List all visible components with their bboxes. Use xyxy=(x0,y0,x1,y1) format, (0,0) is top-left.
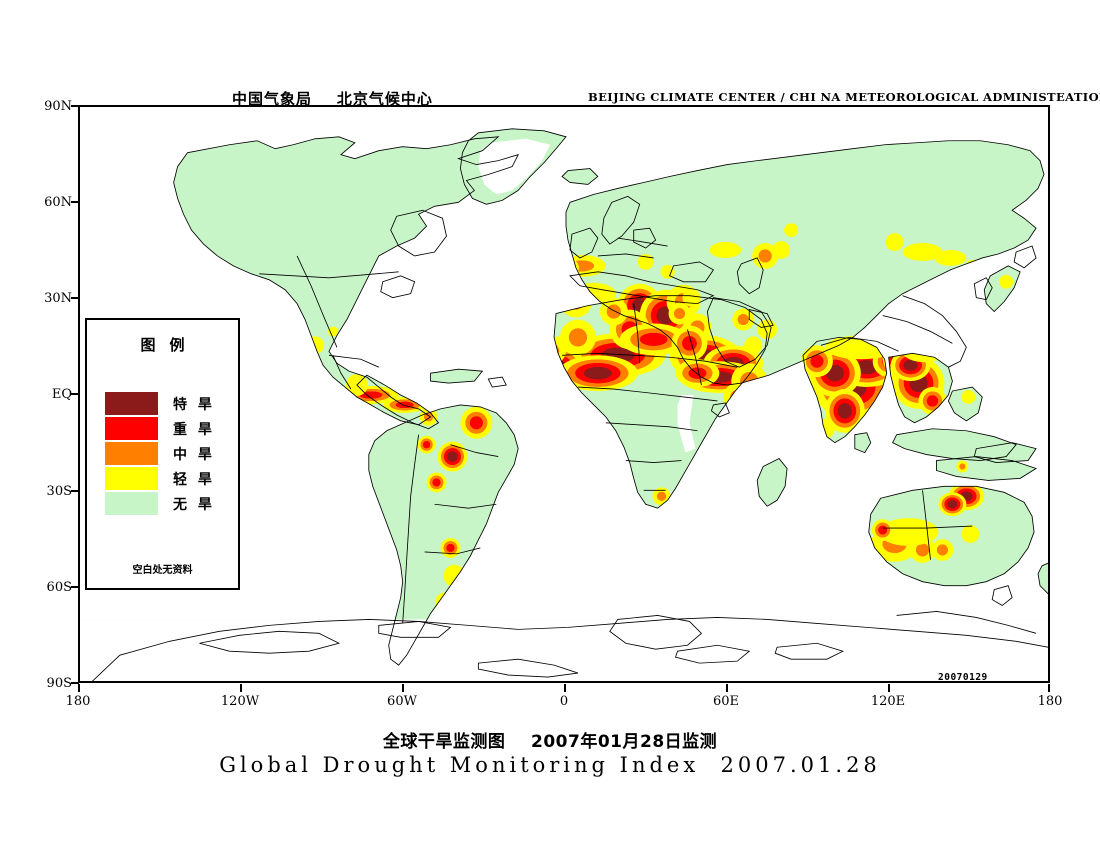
axis-label-lon-60e: 60E xyxy=(712,694,740,709)
tick-lat-60s xyxy=(71,586,79,588)
legend-label-none: 无 旱 xyxy=(173,497,215,513)
map-title-english: Global Drought Monitoring Index 2007.01.… xyxy=(219,753,881,777)
axis-label-lon-180e: 180 xyxy=(1037,694,1063,709)
axis-label-lat-30n: 30N xyxy=(44,291,72,306)
nodata-layer xyxy=(478,138,696,453)
tick-lon-120w xyxy=(240,684,242,692)
tick-lon-180e xyxy=(1048,684,1050,692)
legend-label-severe: 重 旱 xyxy=(173,422,215,438)
axis-label-lat-90n: 90N xyxy=(44,99,72,114)
legend-nodata-note: 空白处无资料 xyxy=(132,565,193,576)
legend-swatch-light xyxy=(105,467,158,490)
tick-lat-30s xyxy=(71,490,79,492)
axis-label-lon-0: 0 xyxy=(559,694,569,709)
axis-label-lat-30s: 30S xyxy=(46,484,72,499)
axis-label-lat-eq: EQ xyxy=(51,387,72,402)
legend-swatch-severe xyxy=(105,417,158,440)
legend-label-extreme: 特 旱 xyxy=(173,397,215,413)
tick-lat-30n xyxy=(71,297,79,299)
axis-label-lat-90s: 90S xyxy=(46,676,72,691)
axis-label-lon-120w: 120W xyxy=(220,694,260,709)
legend-swatch-none xyxy=(105,492,158,515)
axis-label-lat-60s: 60S xyxy=(46,580,72,595)
world-drought-heatmap xyxy=(80,107,1048,681)
tick-lat-90n xyxy=(71,105,79,107)
tick-lat-60n xyxy=(71,201,79,203)
legend-swatch-extreme xyxy=(105,392,158,415)
legend-title: 图例 xyxy=(140,336,199,354)
map-plot-area xyxy=(78,105,1050,683)
tick-lon-180w xyxy=(78,684,80,692)
axis-label-lon-60w: 60W xyxy=(387,694,417,709)
date-stamp: 20070129 xyxy=(938,672,988,683)
map-legend: 图例 特 旱 重 旱 中 旱 轻 旱 无 旱 空白处无资料 xyxy=(85,318,240,590)
tick-lat-90s xyxy=(71,682,79,684)
axis-label-lon-120e: 120E xyxy=(870,694,906,709)
tick-lon-120e xyxy=(888,684,890,692)
header-agency-english: BEIJING CLIMATE CENTER / CHI NA METEOROL… xyxy=(588,90,1100,104)
legend-swatch-moderate xyxy=(105,442,158,465)
tick-lon-60e xyxy=(726,684,728,692)
axis-label-lon-180w: 180 xyxy=(65,694,91,709)
axis-label-lat-60n: 60N xyxy=(44,195,72,210)
coastline-layer xyxy=(91,128,1048,681)
map-title-chinese: 全球干旱监测图 2007年01月28日监测 xyxy=(382,732,718,752)
header-agency-chinese: 中国气象局 北京气候中心 xyxy=(232,90,433,108)
tick-lat-eq xyxy=(71,393,79,395)
tick-lon-60w xyxy=(402,684,404,692)
tick-lon-0 xyxy=(564,684,566,692)
legend-label-light: 轻 旱 xyxy=(173,472,215,488)
legend-label-moderate: 中 旱 xyxy=(173,447,215,463)
